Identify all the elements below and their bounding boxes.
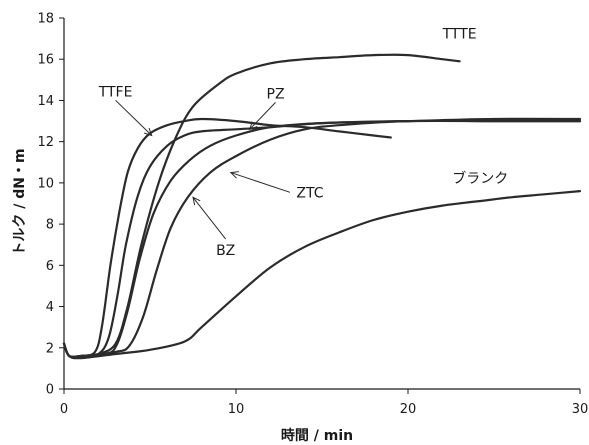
y-tick-label: 6	[46, 259, 54, 274]
y-tick-label: 12	[37, 135, 54, 150]
axes	[63, 18, 580, 390]
series-label: ブランク	[452, 170, 508, 187]
y-tick-label: 10	[37, 176, 54, 191]
y-tick-label: 0	[46, 383, 54, 398]
series-line-BZ	[62, 119, 582, 359]
y-tick-label: 18	[37, 12, 54, 27]
series-label: BZ	[216, 243, 235, 259]
series-annotations: TTTE TTFE PZ ZTC BZ ブランク	[98, 27, 509, 259]
annotation-arrow-head	[143, 127, 153, 137]
x-tick-label: 20	[400, 402, 417, 417]
series-lines	[62, 53, 582, 360]
series-label: TTFE	[98, 84, 133, 100]
annotation-arrow-shaft	[249, 102, 276, 130]
ticks: 0 2 4 6 8 10 12 14 16 18 0 10 20 30	[37, 12, 588, 418]
y-tick-label: 2	[46, 341, 54, 356]
y-tick-label: 14	[37, 94, 54, 109]
y-tick-label: 8	[46, 218, 54, 233]
series-line-ブランク	[62, 190, 582, 360]
y-axis-title: トルク / dN・m	[12, 148, 28, 255]
x-tick-label: 0	[60, 402, 68, 417]
annotation-arrow-head	[229, 171, 239, 179]
y-tick-label: 16	[37, 53, 54, 68]
annotation-arrow-head	[249, 121, 258, 131]
annotation-arrow-shaft	[115, 99, 153, 136]
x-tick-label: 30	[572, 402, 589, 417]
x-axis-title: 時間 / min	[281, 427, 353, 444]
annotation-arrow-head	[192, 196, 201, 206]
y-tick-label: 4	[46, 300, 54, 315]
annotation-arrow-shaft	[192, 197, 227, 240]
annotation-arrow-shaft	[230, 172, 291, 193]
x-tick-label: 10	[228, 402, 245, 417]
series-label: TTTE	[442, 27, 477, 43]
series-label: ZTC	[296, 185, 323, 201]
series-label: PZ	[267, 86, 285, 102]
